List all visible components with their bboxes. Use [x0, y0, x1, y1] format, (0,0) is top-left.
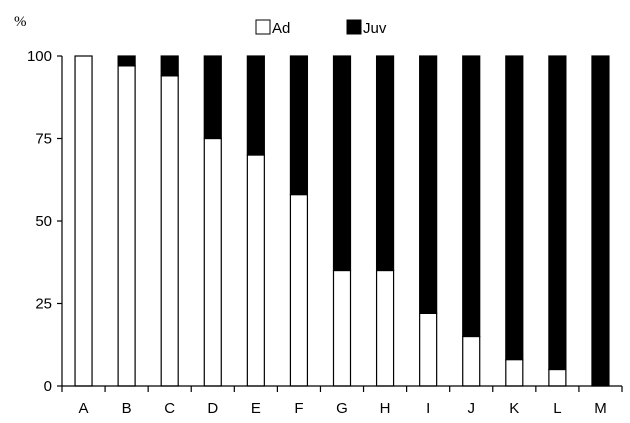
- y-tick-label-50: 50: [35, 213, 52, 230]
- bar-juv-G: [332, 55, 352, 272]
- y-tick-label-100: 100: [27, 48, 52, 65]
- y-tick-label-75: 75: [35, 131, 52, 148]
- bar-ad-H: [375, 269, 395, 387]
- bar-ad-J: [462, 335, 481, 387]
- bar-juv-F: [289, 55, 309, 196]
- x-tick-label-F: F: [294, 400, 303, 417]
- x-tick-label-E: E: [251, 400, 261, 417]
- bar-juv-H: [375, 55, 395, 272]
- bar-ad-D: [203, 137, 222, 387]
- bars: [74, 55, 610, 387]
- x-axis: A B C D E F G H I J K L M: [61, 385, 623, 417]
- x-tick-label-M: M: [594, 400, 607, 417]
- legend: Ad Juv: [255, 19, 387, 37]
- bar-ad-G: [332, 269, 352, 387]
- bar-ad-L: [548, 368, 567, 387]
- bar-juv-D: [203, 55, 222, 140]
- x-tick-label-B: B: [122, 400, 132, 417]
- x-tick-label-I: I: [426, 400, 430, 417]
- x-tick-label-K: K: [509, 400, 519, 417]
- bar-ad-B: [117, 65, 136, 387]
- x-tick-label-L: L: [553, 400, 561, 417]
- bar-juv-C: [160, 55, 179, 77]
- legend-label-ad: Ad: [272, 20, 290, 37]
- bar-juv-J: [462, 55, 481, 338]
- x-tick-label-G: G: [336, 400, 348, 417]
- y-tick-label-0: 0: [44, 378, 52, 395]
- bar-ad-I: [419, 312, 438, 387]
- x-tick-label-A: A: [79, 400, 89, 417]
- bar-juv-M: [591, 55, 610, 387]
- y-unit-label: %: [14, 14, 27, 30]
- bar-ad-A: [74, 55, 93, 387]
- bar-ad-C: [160, 75, 179, 387]
- x-tick-label-C: C: [164, 400, 175, 417]
- bar-juv-E: [246, 55, 265, 156]
- x-tick-label-D: D: [207, 400, 218, 417]
- y-axis: 0 25 50 75 100: [27, 48, 63, 395]
- legend-swatch-juv: [346, 19, 362, 35]
- bar-juv-B: [117, 55, 136, 67]
- x-tick-label-J: J: [467, 400, 475, 417]
- bar-ad-E: [246, 154, 265, 387]
- x-tick-label-H: H: [380, 400, 391, 417]
- bar-juv-K: [505, 55, 524, 361]
- bar-juv-L: [548, 55, 567, 371]
- bar-ad-F: [289, 194, 309, 387]
- legend-swatch-ad: [255, 19, 271, 35]
- bar-ad-K: [505, 359, 524, 387]
- y-tick-label-25: 25: [35, 296, 52, 313]
- bar-juv-I: [419, 55, 438, 314]
- legend-label-juv: Juv: [363, 20, 387, 37]
